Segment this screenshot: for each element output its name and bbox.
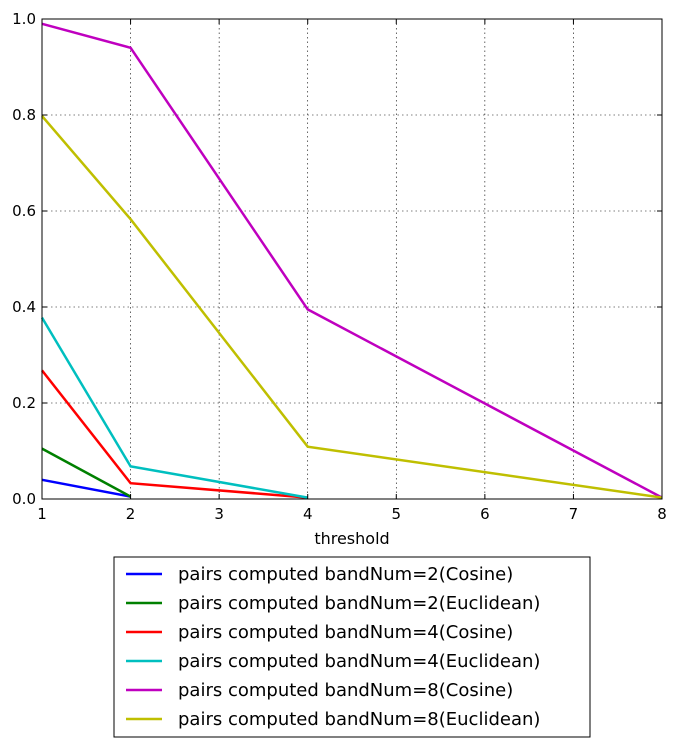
series-lines	[40, 22, 663, 499]
legend-entry: pairs computed bandNum=8(Cosine)	[178, 680, 513, 701]
y-tick-label: 0.0	[12, 490, 36, 508]
series-line-4	[41, 22, 663, 499]
legend-entry: pairs computed bandNum=2(Euclidean)	[178, 593, 540, 614]
plot-frame	[41, 18, 663, 500]
y-tick-label: 0.8	[12, 106, 36, 124]
x-tick-label: 5	[392, 505, 402, 523]
series-line-0	[41, 478, 131, 498]
ticks: 1 2 3 4 5 6 7 8 0.0 0.2 0.4 0.6 0.8 1.0	[12, 10, 667, 523]
y-tick-label: 0.6	[12, 202, 36, 220]
legend-entry: pairs computed bandNum=4(Cosine)	[178, 622, 513, 643]
series-line-2	[41, 369, 308, 499]
legend-entry: pairs computed bandNum=8(Euclidean)	[178, 709, 540, 730]
y-tick-label: 0.2	[12, 394, 36, 412]
x-tick-label: 8	[657, 505, 667, 523]
x-axis-label: threshold	[314, 529, 389, 548]
series-line-1	[41, 447, 132, 498]
x-tick-label: 1	[37, 505, 47, 523]
legend: pairs computed bandNum=2(Cosine) pairs co…	[113, 556, 591, 738]
y-tick-label: 1.0	[12, 10, 36, 28]
series-line-5	[41, 115, 663, 499]
legend-entry: pairs computed bandNum=2(Cosine)	[178, 564, 513, 585]
x-tick-label: 7	[569, 505, 579, 523]
x-tick-label: 4	[303, 505, 313, 523]
legend-entry: pairs computed bandNum=4(Euclidean)	[178, 651, 540, 672]
legend-box	[113, 556, 591, 738]
y-tick-label: 0.4	[12, 298, 36, 316]
x-tick-label: 3	[214, 505, 224, 523]
x-tick-label: 2	[126, 505, 136, 523]
x-tick-label: 6	[480, 505, 490, 523]
series-line-3	[40, 316, 308, 499]
